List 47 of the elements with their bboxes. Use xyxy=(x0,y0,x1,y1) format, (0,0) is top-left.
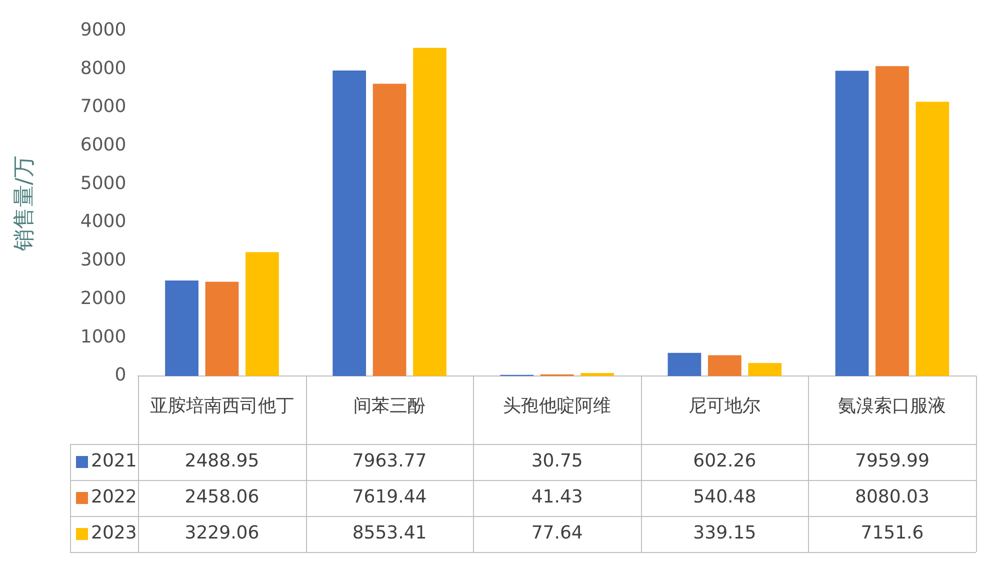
y-tick-label: 8000 xyxy=(80,58,126,79)
data-label: 3229.06 xyxy=(184,522,260,544)
bar xyxy=(246,252,279,376)
legend-label: 2021 xyxy=(91,450,137,472)
y-tick-label: 6000 xyxy=(80,134,126,156)
bar xyxy=(916,102,950,376)
x-tick-label: 头孢他啶阿维 xyxy=(503,395,612,416)
y-tick-label: 0 xyxy=(114,364,126,386)
data-label: 7619.44 xyxy=(352,486,427,508)
data-label: 540.48 xyxy=(693,486,756,508)
bar xyxy=(372,84,406,376)
bar xyxy=(708,355,742,376)
bar xyxy=(205,282,239,376)
x-tick-label: 间苯三酚 xyxy=(354,395,426,416)
data-label: 2488.95 xyxy=(184,450,260,472)
data-label: 7963.77 xyxy=(352,450,427,472)
data-label: 8080.03 xyxy=(855,486,930,508)
data-label: 7151.6 xyxy=(860,522,924,544)
x-tick-label: 亚胺培南西司他丁 xyxy=(150,395,294,416)
bar xyxy=(835,70,869,376)
legend-label: 2022 xyxy=(91,486,137,508)
bar xyxy=(668,352,702,376)
bar xyxy=(165,280,198,376)
y-tick-label: 2000 xyxy=(80,288,126,309)
legend-label: 2023 xyxy=(91,522,137,544)
bar xyxy=(748,362,782,376)
y-axis-title: 销售量/万 xyxy=(12,156,37,252)
data-label: 339.15 xyxy=(693,522,756,544)
y-tick-label: 4000 xyxy=(80,211,126,232)
bar xyxy=(876,66,909,376)
data-label: 8553.41 xyxy=(352,522,427,544)
y-tick-label: 5000 xyxy=(80,172,126,194)
y-tick-label: 1000 xyxy=(80,326,126,348)
x-tick-label: 氨溴索口服液 xyxy=(838,395,946,416)
bar xyxy=(580,373,614,376)
x-tick-label: 尼可地尔 xyxy=(688,395,761,416)
data-label: 41.43 xyxy=(531,486,583,508)
data-label: 2458.06 xyxy=(184,486,260,508)
bar xyxy=(332,70,366,376)
y-tick-label: 3000 xyxy=(80,250,126,271)
data-label: 30.75 xyxy=(531,450,583,472)
bar xyxy=(413,48,446,376)
y-tick-label: 9000 xyxy=(80,19,126,40)
y-tick-label: 7000 xyxy=(80,96,126,118)
data-label: 602.26 xyxy=(693,450,756,472)
data-label: 77.64 xyxy=(531,522,583,544)
data-label: 7959.99 xyxy=(855,450,930,472)
